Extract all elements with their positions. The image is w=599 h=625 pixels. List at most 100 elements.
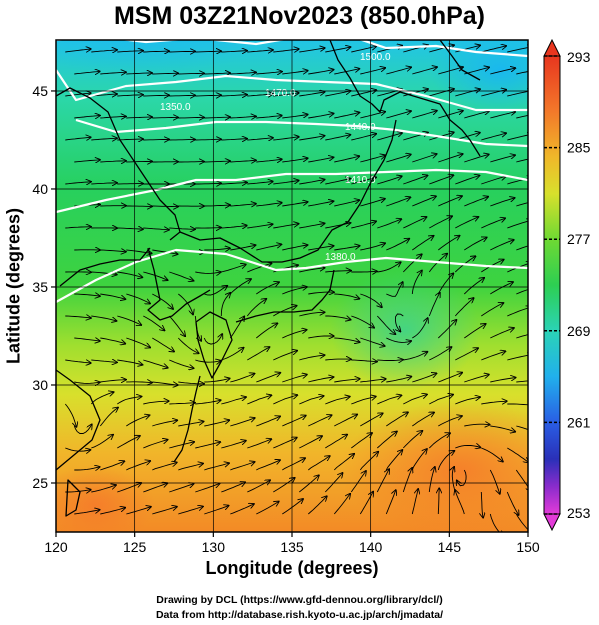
wind-vectors (64, 45, 528, 532)
wind-vector (143, 315, 164, 330)
wind-vector (412, 196, 436, 207)
wind-vector (282, 499, 303, 515)
wind-vector (454, 298, 473, 317)
wind-vector (169, 140, 195, 141)
y-tick-label: 40 (32, 181, 48, 197)
wind-vector (73, 425, 91, 434)
wind-vector (152, 293, 173, 309)
contour-label: 1440.0 (345, 122, 376, 133)
wind-vector (437, 451, 454, 471)
wind-vector (489, 469, 500, 494)
wind-vector (325, 47, 350, 53)
wind-vector (195, 442, 220, 449)
wind-vector (282, 375, 307, 383)
wind-vector (360, 155, 385, 163)
wind-vector (117, 436, 140, 449)
wind-vector (126, 382, 152, 383)
wind-vector (117, 51, 143, 52)
wind-vector (325, 91, 350, 97)
wind-vector (204, 506, 228, 515)
wind-vector (429, 216, 452, 229)
wind-vector (334, 246, 359, 251)
wind-vector (204, 463, 229, 471)
wind-vector (325, 135, 350, 141)
colorbar-tick-label: 293 (567, 49, 591, 65)
wind-vector (308, 336, 333, 338)
wind-vector (376, 315, 395, 334)
x-axis: 120 125 130 135 140 145 150 (44, 532, 540, 555)
wind-vector (178, 382, 204, 384)
wind-vector (152, 206, 178, 207)
wind-vector (256, 460, 280, 471)
wind-vector (507, 355, 528, 361)
coastline-segment (56, 87, 181, 241)
wind-vector (195, 183, 221, 184)
wind-vector (516, 158, 528, 163)
wind-vector (152, 117, 178, 118)
wind-vector (256, 323, 277, 339)
colorbar-tick-label: 261 (567, 414, 591, 430)
wind-vector (334, 379, 359, 383)
wind-vector (299, 92, 324, 97)
wind-vector (452, 467, 456, 493)
wind-vector (169, 442, 194, 449)
x-tick-label: 120 (44, 539, 68, 555)
wind-vector (152, 420, 177, 427)
wind-vector (195, 228, 221, 229)
wind-vector (221, 139, 247, 140)
wind-vector (126, 415, 149, 427)
wind-vector (282, 458, 305, 471)
wind-vector (221, 348, 243, 361)
wind-vector (256, 373, 280, 383)
wind-vector (152, 337, 174, 352)
wind-vector (308, 415, 331, 427)
wind-vector (229, 279, 251, 295)
wind-vector (143, 51, 169, 52)
wind-vector (377, 176, 401, 185)
wind-vector (402, 431, 422, 449)
wind-vector (100, 250, 126, 252)
contour-line (56, 248, 528, 303)
wind-vector (221, 51, 247, 52)
y-tick-label: 30 (32, 377, 48, 393)
wind-vector (282, 202, 307, 207)
contour-line (75, 118, 528, 148)
wind-vector (411, 271, 422, 295)
wind-vector (516, 71, 528, 75)
wind-vector (490, 198, 514, 207)
wind-vector (516, 425, 528, 431)
wind-vector (195, 51, 221, 52)
wind-vector (412, 373, 436, 383)
wind-vector (74, 116, 100, 119)
wind-vector (91, 138, 117, 140)
wind-vector (126, 161, 152, 162)
wind-vector (360, 112, 385, 119)
wind-vector (386, 412, 408, 427)
wind-vector (464, 111, 489, 119)
wind-vector (429, 89, 454, 97)
coastline-segment (439, 40, 481, 81)
wind-vector (204, 117, 230, 118)
wind-vector (204, 205, 230, 206)
wind-vector (490, 155, 515, 163)
wind-vector (438, 154, 462, 163)
wind-vector (308, 456, 329, 471)
wind-vector (74, 382, 99, 383)
wind-vector (220, 293, 230, 317)
wind-vector (377, 89, 402, 97)
wind-vector (273, 137, 298, 141)
wind-vector (325, 316, 350, 320)
x-tick-label: 145 (438, 539, 462, 555)
wind-vector (402, 468, 412, 493)
wind-vector (65, 490, 90, 492)
wind-vector (100, 161, 126, 162)
wind-vector (507, 91, 528, 97)
wind-vector (221, 95, 247, 96)
wind-vector (386, 155, 410, 163)
wind-vector (256, 203, 281, 207)
wind-vector (325, 435, 347, 449)
wind-vector (428, 433, 450, 449)
wind-vector (100, 508, 125, 515)
wind-vector (178, 422, 203, 427)
wind-vector (455, 397, 480, 405)
